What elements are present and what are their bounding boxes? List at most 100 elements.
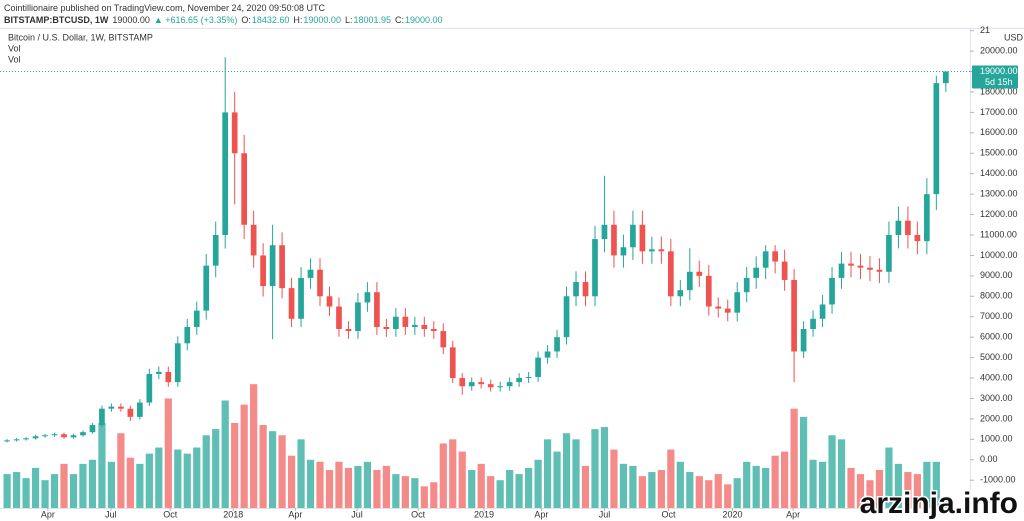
candle-body	[108, 406, 115, 409]
volume-bar	[212, 429, 220, 508]
candle-body	[383, 326, 390, 329]
candle-body	[639, 224, 646, 252]
candle-body	[51, 434, 58, 436]
volume-bar	[269, 431, 277, 508]
volume-bar	[875, 469, 884, 508]
volume-bar	[98, 422, 106, 508]
candle-body	[743, 277, 750, 293]
candle-body	[307, 269, 314, 278]
volume-bar	[828, 435, 836, 508]
candle-body	[506, 382, 513, 387]
candle-body	[411, 324, 418, 327]
y-tick-label: 6000.00	[980, 332, 1013, 342]
x-tick-label: Oct	[661, 509, 676, 519]
volume-bar	[344, 467, 353, 508]
volume-bar	[942, 496, 950, 508]
candle-body	[781, 261, 788, 280]
candle-body	[355, 302, 361, 332]
volume-bar	[477, 463, 485, 508]
ohlc-value: 18001.95	[353, 15, 392, 25]
candle-body	[421, 324, 428, 329]
ohlc: O:18432.60 H:19000.00 L:18001.95 C:19000.00	[241, 15, 446, 25]
volume-bar	[250, 384, 258, 508]
x-tick-label: Apr	[786, 509, 800, 519]
candle-body	[516, 378, 522, 383]
volume-bar	[411, 478, 419, 508]
candle-body	[374, 292, 380, 327]
volume-bar	[600, 427, 609, 508]
volume-bar	[174, 449, 182, 508]
x-tick-label: Apr	[288, 509, 302, 519]
candle-body	[4, 440, 10, 442]
candle-body	[80, 432, 86, 436]
volume-bar	[790, 408, 798, 508]
volume-bar	[506, 469, 514, 508]
candle-body	[13, 439, 20, 441]
volume-bar	[695, 476, 703, 508]
x-tick-label: Oct	[411, 509, 426, 519]
candle-body	[326, 296, 333, 307]
volume-bar	[458, 451, 466, 508]
volume-bar	[392, 474, 400, 508]
candle-body	[231, 112, 238, 154]
volume-bar	[31, 467, 40, 508]
y-tick-label: 12000.00	[980, 209, 1018, 219]
volume-bar	[847, 467, 855, 508]
y-tick-label: 3000.00	[980, 393, 1013, 403]
volume-bar	[809, 459, 817, 508]
symbol: BITSTAMP:BTCUSD, 1W	[4, 15, 109, 25]
volume-bar	[449, 439, 457, 508]
volume-bar	[591, 429, 599, 508]
candle-body	[582, 281, 589, 297]
candle-body	[402, 316, 409, 327]
candle-body	[876, 269, 883, 272]
volume-bar	[904, 472, 912, 508]
candle-body	[563, 296, 570, 338]
volume-bar	[382, 465, 390, 508]
candle-body	[184, 326, 191, 344]
volume-bar	[259, 425, 267, 508]
volume-bar	[581, 465, 590, 508]
volume-bar	[923, 461, 931, 508]
volume-bar	[487, 476, 495, 508]
countdown: 5d 15h	[985, 77, 1013, 87]
chart-title: Bitcoin / U.S. Dollar, 1W, BITSTAMP	[8, 32, 153, 42]
candle-body	[193, 310, 200, 327]
x-tick-label: Apr	[41, 509, 55, 519]
candle-body	[867, 267, 873, 270]
volume-bar	[297, 439, 305, 508]
y-tick-label: 5000.00	[980, 352, 1013, 362]
candle-body	[895, 220, 902, 235]
candle-body	[99, 408, 105, 426]
candle-body	[942, 71, 949, 84]
volume-bar	[610, 449, 618, 508]
volume-bar	[41, 480, 49, 508]
volume-bar	[60, 463, 68, 508]
volume-bar	[676, 461, 684, 508]
volume-bar	[771, 455, 779, 508]
ohlc-key: O:	[241, 15, 251, 25]
volume-bar	[12, 472, 21, 508]
volume-bar	[705, 480, 713, 508]
publisher: Cointillionaire published on TradingView…	[4, 3, 326, 13]
volume-bar	[231, 422, 239, 508]
candle-body	[165, 371, 172, 383]
y-tick-label: 9000.00	[980, 270, 1013, 280]
volume-bar	[913, 474, 921, 508]
symbol-line: BITSTAMP:BTCUSD, 1W 19000.00 ▲ +616.65 (+3…	[4, 15, 451, 25]
candle-body	[848, 263, 854, 266]
y-tick-label: 8000.00	[980, 291, 1013, 301]
candle-layer	[4, 57, 949, 443]
volume-bar	[240, 404, 248, 508]
ohlc-value: 19000.00	[405, 15, 443, 25]
candle-body	[819, 304, 826, 319]
volume-bar	[468, 469, 476, 508]
candle-body	[772, 251, 778, 262]
ohlc-value: 18432.60	[251, 15, 290, 25]
ohlc-key: H:	[293, 15, 303, 25]
x-tick-label: Apr	[534, 509, 548, 519]
candle-body	[857, 265, 864, 268]
candle-body	[89, 425, 96, 433]
volume-bar	[733, 478, 741, 508]
